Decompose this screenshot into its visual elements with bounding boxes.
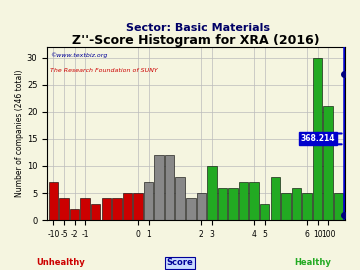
Bar: [197, 193, 206, 220]
Bar: [70, 209, 79, 220]
Bar: [281, 193, 291, 220]
Bar: [59, 198, 69, 220]
Bar: [270, 177, 280, 220]
Text: ©www.textbiz.org: ©www.textbiz.org: [50, 52, 108, 58]
Bar: [49, 182, 58, 220]
Text: Score: Score: [167, 258, 193, 267]
Bar: [102, 198, 111, 220]
Bar: [186, 198, 195, 220]
Text: Sector: Basic Materials: Sector: Basic Materials: [126, 23, 270, 33]
Bar: [91, 204, 100, 220]
Bar: [80, 198, 90, 220]
Bar: [175, 177, 185, 220]
Bar: [292, 188, 301, 220]
Text: Healthy: Healthy: [294, 258, 331, 267]
Bar: [218, 188, 227, 220]
Bar: [239, 182, 248, 220]
Bar: [228, 188, 238, 220]
Bar: [207, 166, 217, 220]
Bar: [144, 182, 153, 220]
Bar: [165, 155, 174, 220]
Bar: [154, 155, 164, 220]
Bar: [302, 193, 312, 220]
Bar: [249, 182, 259, 220]
Bar: [334, 193, 343, 220]
Bar: [260, 204, 270, 220]
Bar: [123, 193, 132, 220]
Text: The Research Foundation of SUNY: The Research Foundation of SUNY: [50, 68, 158, 73]
Bar: [133, 193, 143, 220]
Text: 368.214: 368.214: [301, 134, 335, 143]
Title: Z''-Score Histogram for XRA (2016): Z''-Score Histogram for XRA (2016): [72, 34, 320, 47]
Y-axis label: Number of companies (246 total): Number of companies (246 total): [15, 70, 24, 197]
Bar: [112, 198, 122, 220]
Bar: [313, 58, 322, 220]
Text: Unhealthy: Unhealthy: [36, 258, 85, 267]
Bar: [323, 106, 333, 220]
